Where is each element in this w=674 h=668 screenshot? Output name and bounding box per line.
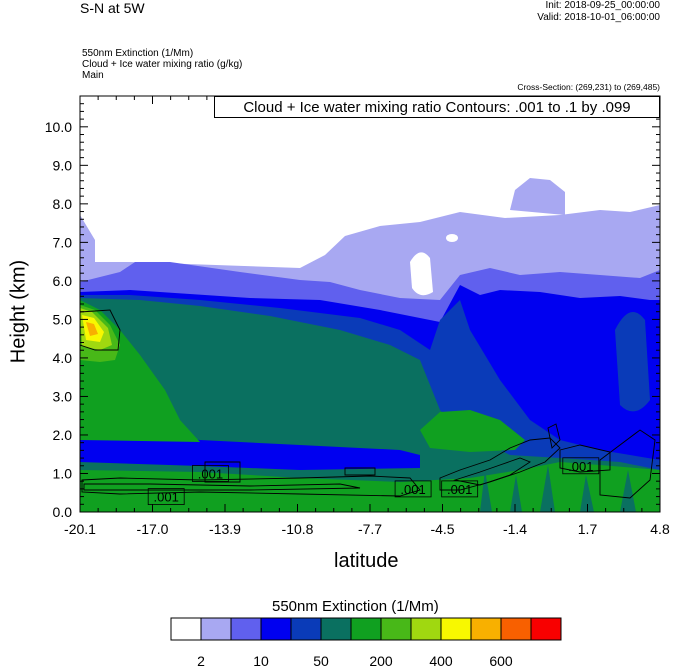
y-tick-label: 5.0	[53, 311, 73, 327]
y-tick-label: 0.0	[53, 504, 73, 520]
contour-labels: .001 .001 .001 .001 .001	[147, 457, 600, 505]
contour-10	[547, 423, 561, 449]
x-tick-label: 1.7	[578, 521, 598, 537]
contour-5	[344, 467, 376, 476]
y-tick-label: 9.0	[53, 157, 73, 173]
colorbar-swatch	[290, 617, 322, 641]
contour-label-box	[147, 488, 185, 505]
x-axis-label: latitude	[334, 550, 399, 572]
contour-label-box	[562, 457, 600, 475]
colorbar-label: 200	[369, 653, 393, 668]
y-axis: 0.0 1.0 2.0 3.0 4.0 5.0 6.0 7.0 8.0 9.0 10.0	[45, 95, 660, 520]
region-dark-blue-right	[615, 312, 650, 412]
y-tick-label: 6.0	[53, 273, 73, 289]
y-tick-label: 3.0	[53, 388, 73, 404]
colorbar-swatch	[410, 617, 442, 641]
field-main: Main	[82, 70, 104, 81]
region-speckles	[480, 465, 636, 512]
colorbar-label: 400	[429, 653, 453, 668]
field-descriptions: 550nm Extinction (1/Mm) Cloud + Ice wate…	[82, 48, 242, 81]
region-lavender-top	[510, 178, 565, 215]
colorbar-swatch	[230, 617, 262, 641]
colorbar-label: 50	[313, 653, 329, 668]
region-green-mid	[420, 410, 525, 452]
time-info: Init: 2018-09-25_00:00:00 Valid: 2018-10…	[537, 0, 660, 24]
contour-label-box	[441, 480, 479, 498]
colorbar: 2 10 50 200 400 600	[170, 617, 562, 668]
x-tick-label: -4.5	[430, 521, 454, 537]
x-tick-label: -13.9	[209, 521, 241, 537]
contour-label: .001	[198, 466, 223, 481]
colorbar-label: 2	[197, 653, 205, 668]
field-extinction: 550nm Extinction (1/Mm)	[82, 48, 194, 59]
contour-7	[453, 457, 531, 486]
x-tick-label: -1.4	[503, 521, 527, 537]
contour-3	[204, 461, 241, 483]
colorbar-swatch	[260, 617, 292, 641]
contour-8	[559, 444, 611, 473]
colorbar-title: 550nm Extinction (1/Mm)	[272, 598, 439, 615]
contour-label-box	[394, 480, 432, 498]
y-tick-label: 2.0	[53, 427, 73, 443]
contour-label: .001	[568, 459, 593, 474]
colorbar-swatch	[200, 617, 232, 641]
y-tick-label: 10.0	[45, 119, 72, 135]
field-mixing-ratio: Cloud + Ice water mixing ratio (g/kg)	[82, 59, 243, 70]
region-orange	[86, 322, 98, 336]
x-axis: -20.1 -17.0 -13.9 -10.8 -7.7 -4.5 -1.4 1.7 4.8	[64, 96, 670, 537]
y-tick-label: 7.0	[53, 234, 73, 250]
colorbar-label: 600	[489, 653, 513, 668]
init-time: Init: 2018-09-25_00:00:00	[545, 0, 660, 11]
contour-2	[83, 483, 361, 491]
colorbar-label: 10	[253, 653, 269, 668]
y-tick-label: 8.0	[53, 196, 73, 212]
colorbar-swatch	[470, 617, 502, 641]
colorbar-swatch	[500, 617, 532, 641]
contour-9	[599, 429, 656, 499]
colorbar-swatch	[170, 617, 202, 641]
y-tick-label: 1.0	[53, 465, 73, 481]
x-tick-label: -17.0	[137, 521, 169, 537]
x-tick-label: -10.8	[282, 521, 314, 537]
heatmap-fill	[80, 96, 660, 512]
colorbar-swatch	[380, 617, 412, 641]
contour-1	[81, 475, 421, 497]
contour-4	[80, 309, 121, 351]
x-tick-label: -20.1	[64, 521, 96, 537]
cross-section-label: Cross-Section: (269,231) to (269,485)	[517, 82, 660, 92]
contour-6	[439, 437, 561, 491]
contour-lines	[80, 309, 656, 499]
hole-white-2	[446, 234, 458, 242]
colorbar-swatch	[440, 617, 472, 641]
colorbar-swatch	[320, 617, 352, 641]
colorbar-swatch	[530, 617, 562, 641]
contour-title: Cloud + Ice water mixing ratio Contours:…	[214, 96, 660, 118]
x-tick-label: -7.7	[358, 521, 382, 537]
contour-label: .001	[447, 482, 472, 497]
y-tick-label: 4.0	[53, 350, 73, 366]
contour-label-box	[192, 465, 229, 482]
contour-label: .001	[154, 490, 179, 505]
y-axis-label: Height (km)	[7, 259, 30, 364]
valid-time: Valid: 2018-10-01_06:00:00	[537, 12, 660, 23]
x-tick-label: 4.8	[650, 521, 670, 537]
colorbar-swatch	[350, 617, 382, 641]
figure-title: S-N at 5W	[80, 0, 145, 16]
hole-white-1	[410, 252, 433, 296]
contour-label: .001	[400, 482, 425, 497]
